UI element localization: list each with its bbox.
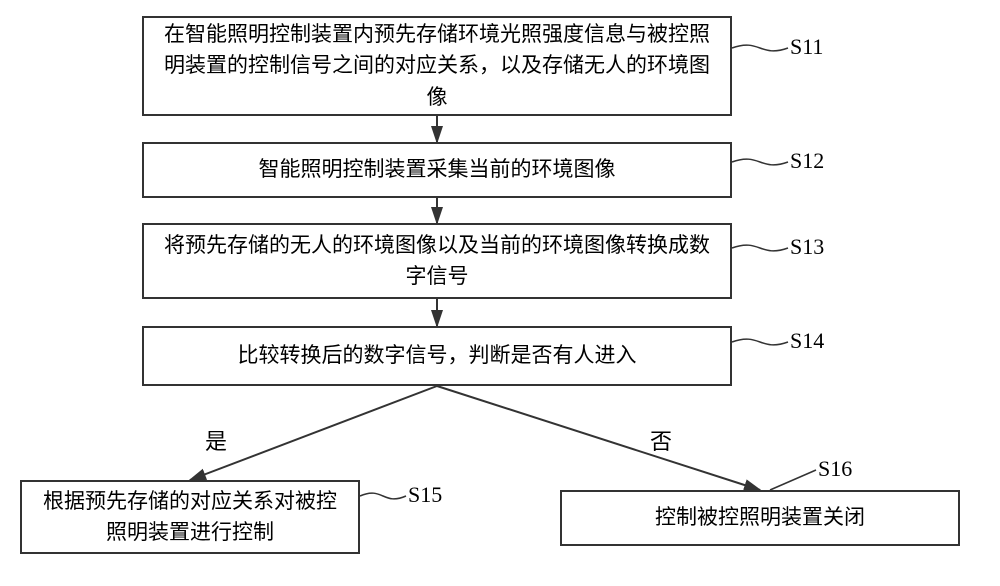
branch-no-label: 否 xyxy=(650,424,672,456)
step-s16-text: 控制被控照明装置关闭 xyxy=(655,502,865,534)
tag-s11: S11 xyxy=(790,34,823,60)
step-s13-box: 将预先存储的无人的环境图像以及当前的环境图像转换成数字信号 xyxy=(142,223,732,299)
step-s13-text: 将预先存储的无人的环境图像以及当前的环境图像转换成数字信号 xyxy=(158,230,716,293)
tag-s13: S13 xyxy=(790,234,824,260)
step-s12-box: 智能照明控制装置采集当前的环境图像 xyxy=(142,142,732,198)
step-s14-text: 比较转换后的数字信号，判断是否有人进入 xyxy=(238,340,637,372)
step-s14-box: 比较转换后的数字信号，判断是否有人进入 xyxy=(142,326,732,386)
step-s11-box: 在智能照明控制装置内预先存储环境光照强度信息与被控照明装置的控制信号之间的对应关… xyxy=(142,16,732,116)
tag-s16: S16 xyxy=(818,456,852,482)
tag-s14: S14 xyxy=(790,328,824,354)
step-s15-text: 根据预先存储的对应关系对被控照明装置进行控制 xyxy=(36,486,344,549)
step-s11-text: 在智能照明控制装置内预先存储环境光照强度信息与被控照明装置的控制信号之间的对应关… xyxy=(158,19,716,114)
step-s15-box: 根据预先存储的对应关系对被控照明装置进行控制 xyxy=(20,480,360,554)
tag-s12: S12 xyxy=(790,148,824,174)
flowchart-canvas: 在智能照明控制装置内预先存储环境光照强度信息与被控照明装置的控制信号之间的对应关… xyxy=(0,0,1000,586)
step-s16-box: 控制被控照明装置关闭 xyxy=(560,490,960,546)
tag-s15: S15 xyxy=(408,482,442,508)
step-s12-text: 智能照明控制装置采集当前的环境图像 xyxy=(259,154,616,186)
branch-yes-label: 是 xyxy=(205,424,227,456)
